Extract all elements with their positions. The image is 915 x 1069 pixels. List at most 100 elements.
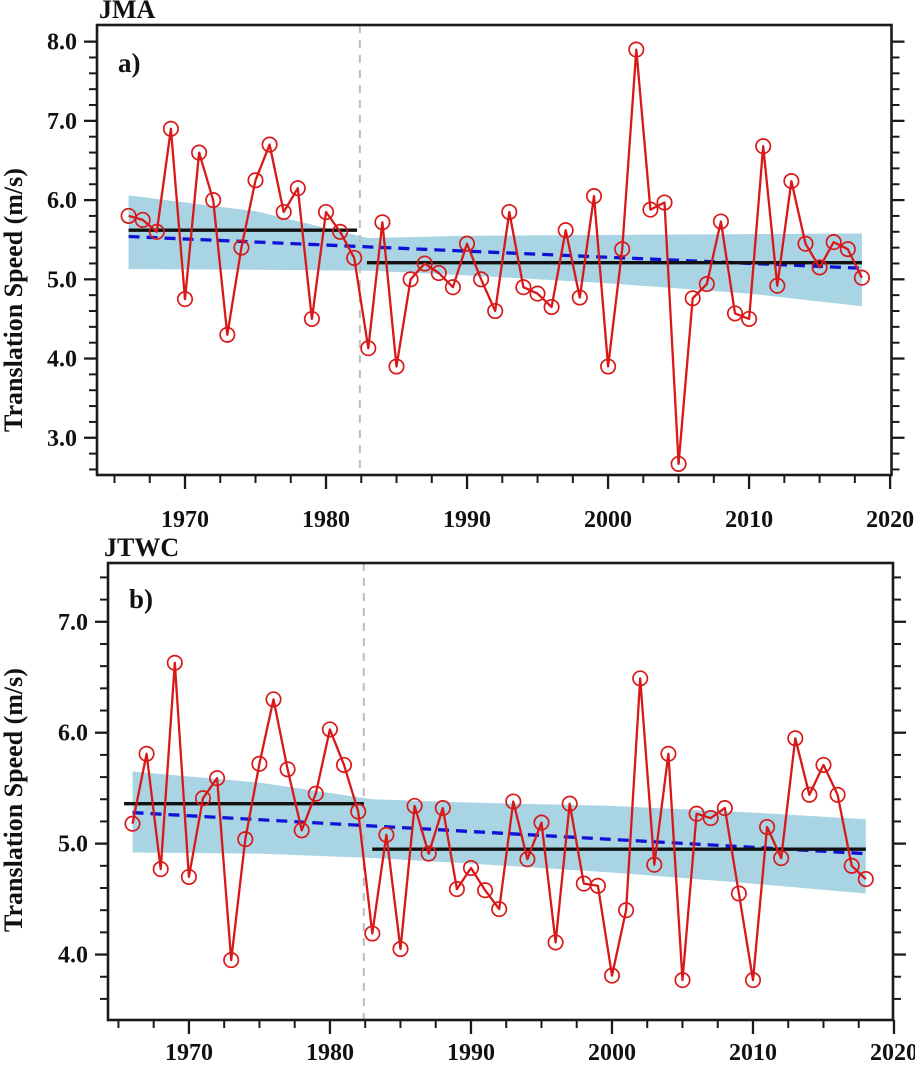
- data-point-marker: [265, 691, 282, 708]
- x-tick-label: 1990: [443, 507, 491, 533]
- data-point-marker: [462, 859, 480, 877]
- data-point-marker: [162, 120, 179, 137]
- data-point-marker: [688, 805, 705, 822]
- data-point-marker: [364, 925, 381, 942]
- plot-frame: [106, 561, 895, 1022]
- data-point-marker: [434, 800, 451, 817]
- x-tick-label: 1970: [161, 507, 209, 533]
- y-axis-ticks: [84, 40, 905, 471]
- y-tick-label: 7.0: [58, 610, 88, 636]
- data-point-marker: [406, 797, 423, 814]
- x-tick-label: 2010: [725, 507, 773, 533]
- x-tick-label: 1980: [306, 1040, 354, 1066]
- panel-b-label: b): [129, 584, 153, 614]
- data-point-marker: [388, 358, 405, 375]
- data-point-marker: [712, 213, 729, 230]
- data-point-marker: [374, 214, 391, 231]
- data-point-marker: [815, 756, 832, 773]
- y-tick-label: 3.0: [47, 426, 77, 452]
- series-line: [131, 661, 867, 982]
- data-point-marker: [628, 41, 645, 58]
- data-point-marker: [487, 302, 504, 320]
- data-point-marker: [755, 138, 772, 155]
- data-point-marker: [491, 901, 508, 918]
- y-tick-label: 6.0: [47, 188, 77, 214]
- x-axis-ticks: [117, 1020, 896, 1034]
- data-point-marker: [191, 144, 208, 161]
- data-point-marker: [614, 241, 631, 258]
- data-point-marker: [642, 201, 659, 218]
- x-tick-label: 1970: [165, 1040, 213, 1066]
- x-tick-label: 2000: [584, 507, 632, 533]
- data-point-marker: [600, 358, 617, 375]
- data-point-marker: [261, 136, 278, 153]
- data-point-marker: [416, 255, 433, 272]
- data-point-marker: [332, 223, 349, 240]
- data-point-marker: [716, 800, 733, 817]
- panel-a-y-axis-title: Translation Speed (m/s): [0, 168, 28, 432]
- data-point-marker: [180, 868, 197, 885]
- data-point-marker: [585, 188, 603, 205]
- data-point-marker: [402, 271, 419, 288]
- data-point-marker: [219, 326, 236, 343]
- x-tick-label: 1980: [302, 507, 350, 533]
- data-point-marker: [194, 790, 212, 807]
- data-point-marker: [501, 203, 518, 221]
- data-point-marker: [670, 455, 687, 472]
- data-point-marker: [473, 271, 490, 288]
- data-point-marker: [223, 952, 240, 969]
- data-point-marker: [430, 264, 447, 282]
- data-point-marker: [233, 239, 250, 256]
- data-point-marker: [674, 972, 691, 989]
- trend-line: [132, 810, 866, 856]
- data-point-marker: [741, 310, 758, 327]
- data-point-marker: [346, 249, 363, 266]
- data-point-marker: [420, 845, 437, 862]
- data-point-marker: [787, 730, 804, 747]
- panel-b-y-axis-title: Translation Speed (m/s): [0, 668, 28, 932]
- panel-b-title: JTWC: [104, 533, 179, 562]
- data-point-marker: [307, 785, 324, 802]
- data-point-marker: [726, 305, 744, 322]
- data-point-marker: [176, 291, 194, 308]
- data-point-marker: [698, 276, 715, 293]
- data-point-marker: [744, 972, 762, 989]
- data-point-marker: [275, 203, 292, 221]
- data-point-marker: [247, 172, 264, 189]
- data-point-marker: [646, 856, 663, 873]
- data-point-marker: [166, 654, 183, 671]
- data-point-marker: [251, 755, 268, 772]
- data-point-marker: [702, 810, 719, 827]
- y-tick-label: 8.0: [47, 30, 77, 56]
- x-tick-label: 2000: [588, 1040, 636, 1066]
- data-point-marker: [547, 934, 564, 951]
- data-point-marker: [317, 203, 335, 221]
- data-point-marker: [797, 235, 814, 252]
- y-tick-label: 5.0: [58, 832, 88, 858]
- data-point-marker: [458, 235, 476, 252]
- data-point-marker: [350, 803, 367, 820]
- trend-line: [128, 234, 862, 270]
- data-point-marker: [477, 882, 494, 899]
- series-markers: [120, 41, 870, 472]
- data-point-marker: [561, 795, 578, 812]
- x-axis-ticks: [113, 475, 892, 489]
- y-tick-label: 4.0: [58, 943, 88, 969]
- data-point-marker: [589, 877, 606, 894]
- data-point-marker: [557, 222, 574, 239]
- data-point-marker: [205, 192, 222, 209]
- data-point-marker: [505, 793, 522, 810]
- data-point-marker: [152, 861, 169, 878]
- data-point-marker: [684, 290, 701, 307]
- data-point-marker: [829, 786, 846, 803]
- data-point-marker: [759, 818, 776, 836]
- panel-b-plot: 1970 1980 1990 2000 2010 2020 7.0 6.0 5.0 4.0: [58, 561, 915, 1066]
- data-point-marker: [279, 761, 296, 778]
- x-tick-label: 2020: [866, 507, 914, 533]
- data-point-marker: [519, 851, 536, 868]
- data-point-marker: [138, 745, 155, 762]
- data-point-marker: [134, 211, 151, 228]
- data-point-marker: [801, 786, 818, 803]
- panel-a-plot: 1970 1980 1990 2000 2010 2020 8.0 7.0 6.0 5.0 4.0 3…: [47, 23, 914, 533]
